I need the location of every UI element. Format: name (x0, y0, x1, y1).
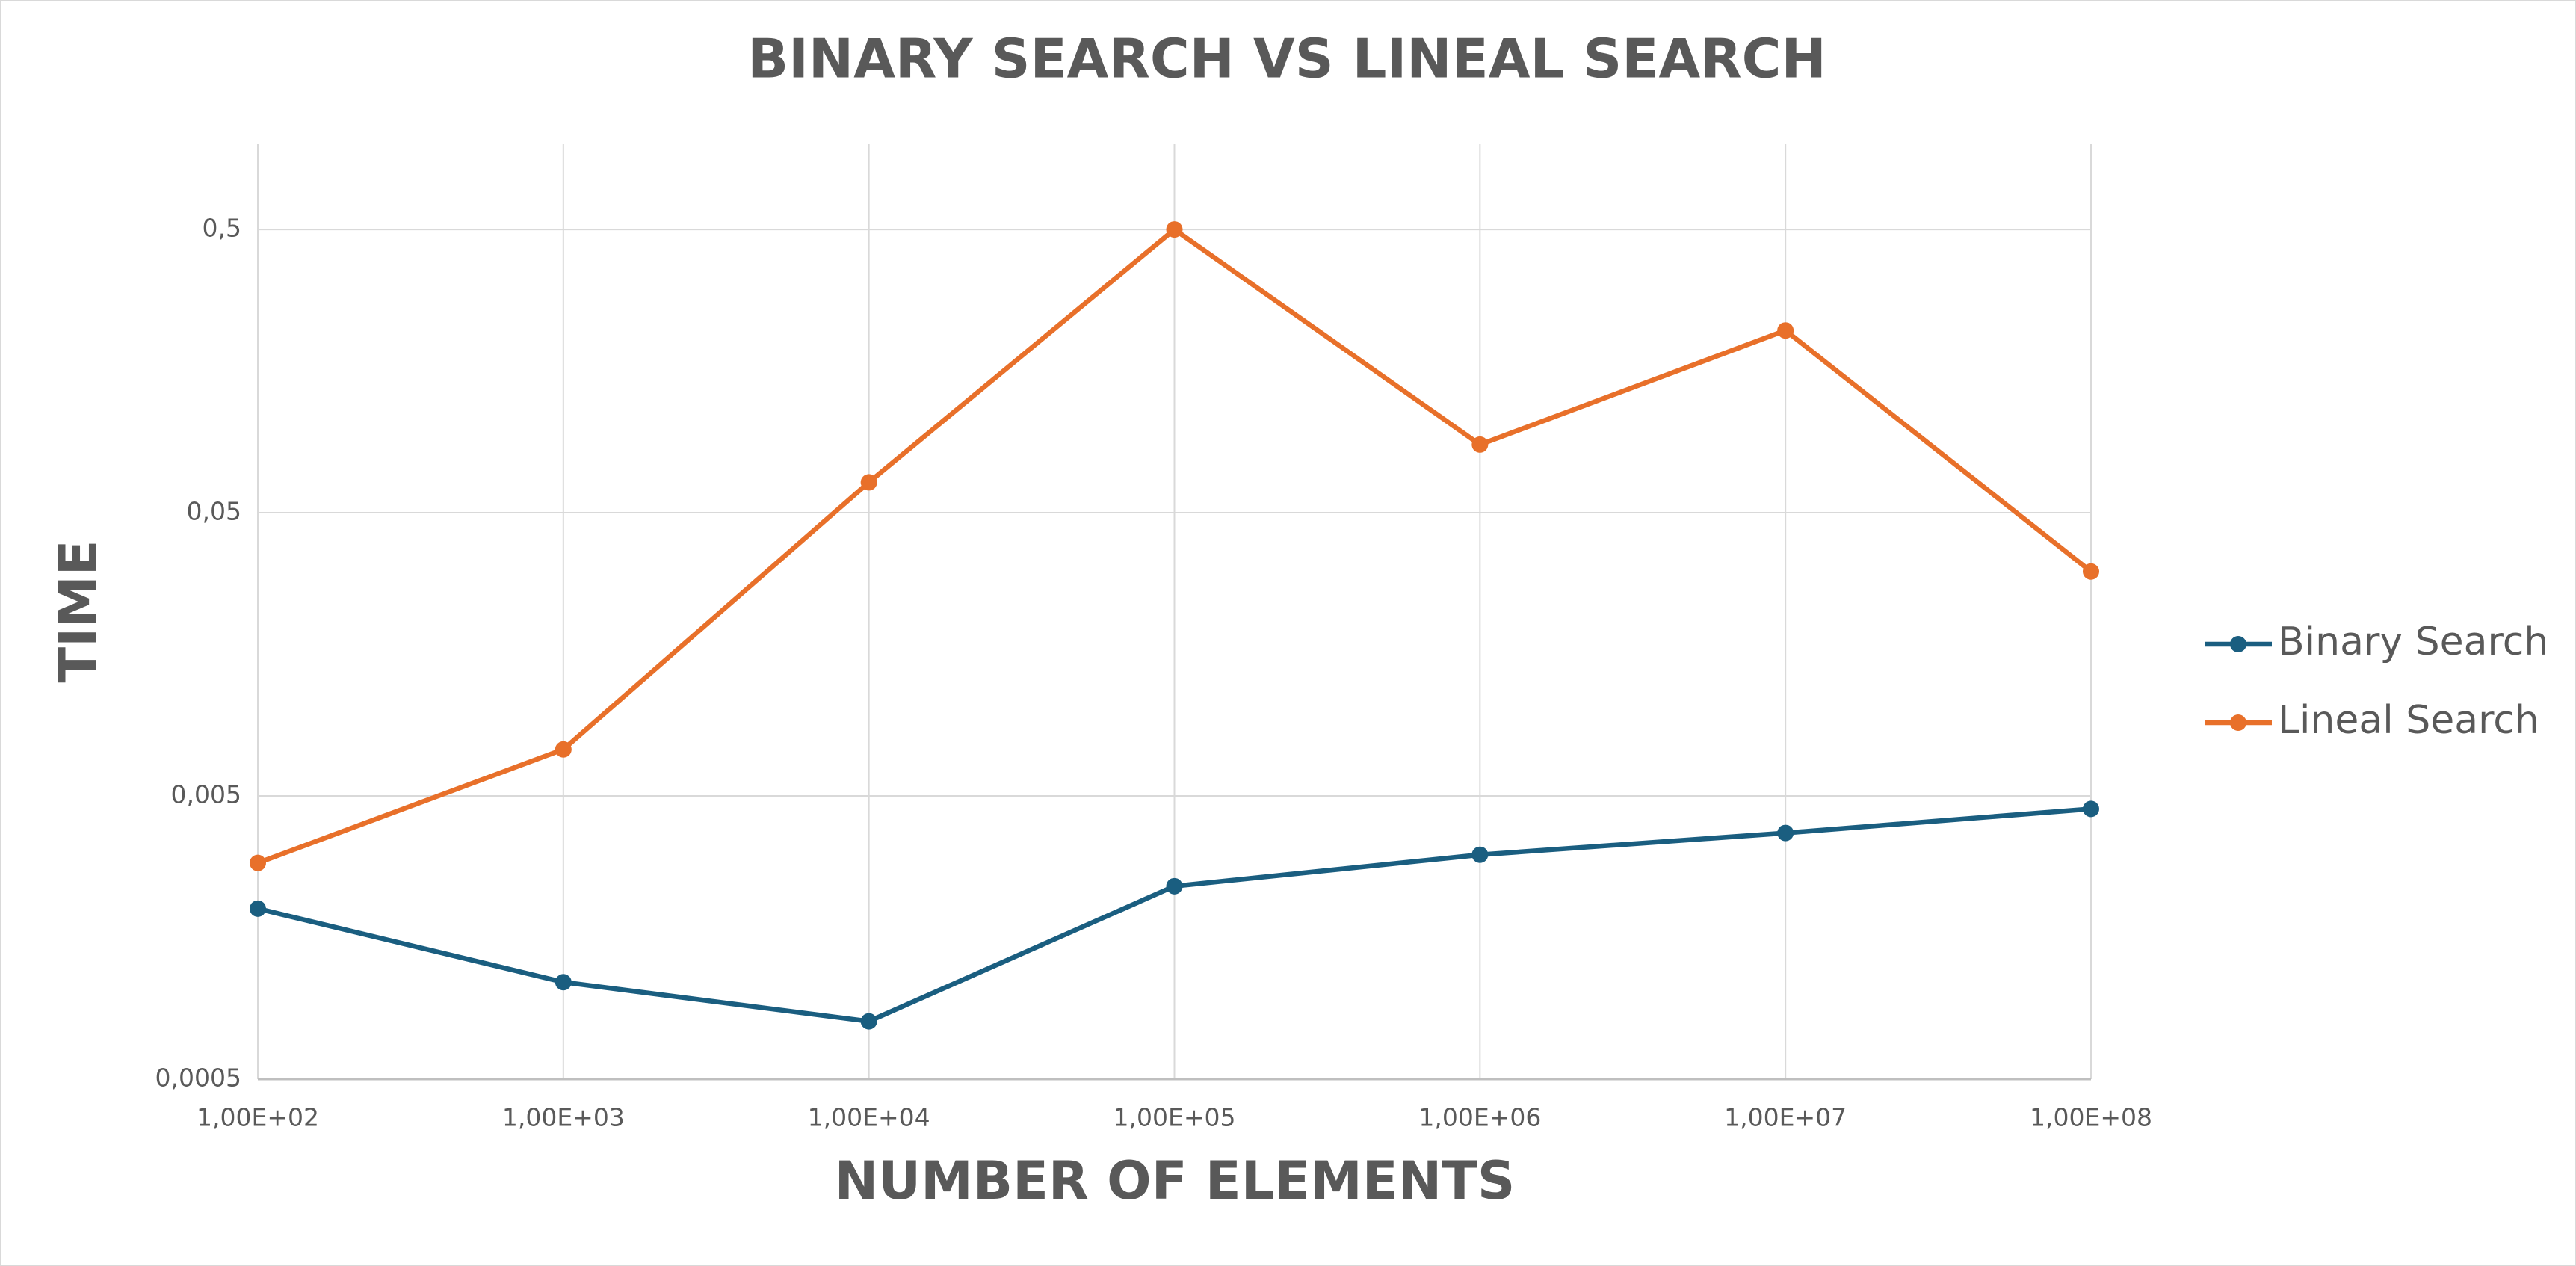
data-point (250, 900, 266, 917)
data-point (555, 741, 572, 758)
data-point (250, 854, 266, 871)
data-point (2083, 800, 2099, 818)
legend-label: Binary Search (2278, 620, 2548, 664)
data-point (860, 1013, 877, 1030)
y-tick-label: 0,05 (187, 497, 241, 526)
legend-label: Lineal Search (2278, 698, 2539, 743)
x-tick-label: 1,00E+07 (1724, 1103, 1847, 1132)
data-point (555, 974, 572, 991)
data-point (1777, 824, 1794, 842)
data-point (1777, 322, 1794, 339)
data-point (1166, 877, 1183, 895)
x-tick-label: 1,00E+08 (2030, 1103, 2152, 1132)
y-tick-label: 0,5 (203, 214, 241, 243)
y-axis-title: TIME (48, 540, 109, 682)
legend-marker (2230, 636, 2246, 652)
data-point (1471, 436, 1489, 453)
x-axis-title: NUMBER OF ELEMENTS (835, 1150, 1516, 1211)
y-tick-label: 0,005 (171, 780, 241, 809)
data-point (860, 474, 877, 491)
legend-marker (2230, 714, 2246, 731)
x-tick-label: 1,00E+05 (1114, 1103, 1236, 1132)
x-tick-label: 1,00E+03 (502, 1103, 625, 1132)
data-point (2083, 563, 2099, 580)
x-tick-label: 1,00E+02 (197, 1103, 319, 1132)
x-tick-label: 1,00E+06 (1418, 1103, 1541, 1132)
x-tick-label: 1,00E+04 (808, 1103, 930, 1132)
data-point (1166, 221, 1183, 238)
chart-title: BINARY SEARCH VS LINEAL SEARCH (747, 28, 1826, 90)
data-point (1471, 846, 1489, 863)
y-tick-label: 0,0005 (155, 1063, 241, 1093)
